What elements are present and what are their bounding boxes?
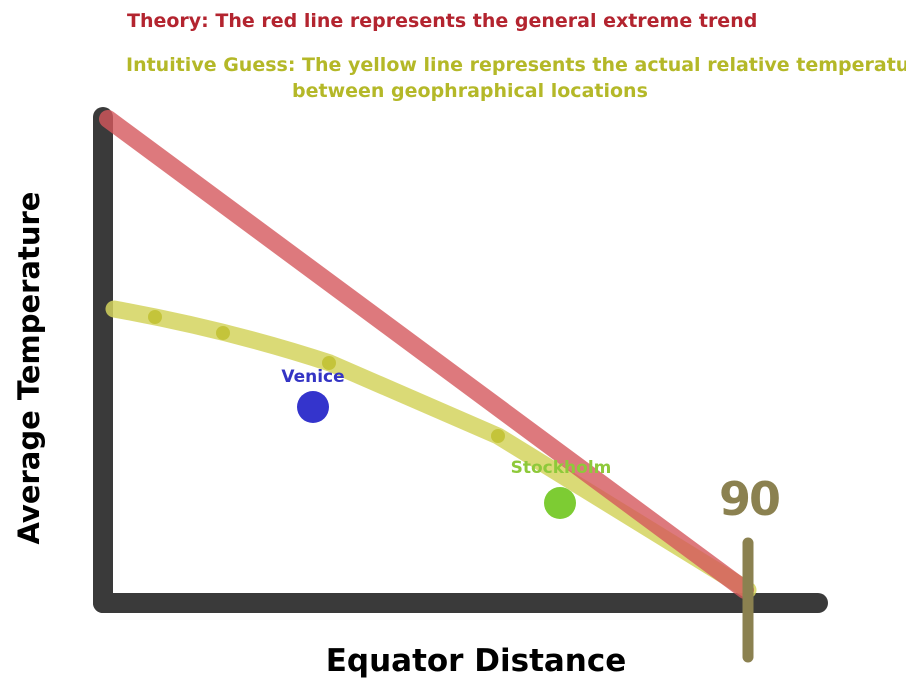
theory-note: Theory: The red line represents the gene… <box>127 10 758 32</box>
ninety-label: 90 <box>718 472 781 526</box>
guess-point <box>148 310 162 324</box>
guess-point <box>491 429 505 443</box>
venice-dot <box>297 391 329 423</box>
guess-note-line2: between geophraphical locations <box>292 80 648 102</box>
venice-label: Venice <box>281 367 345 387</box>
x-axis-label: Equator Distance <box>325 643 627 679</box>
theory-line <box>99 110 754 599</box>
guess-point <box>322 356 336 370</box>
guess-note: Intuitive Guess: The yellow line represe… <box>126 52 906 104</box>
guess-note-line1: Intuitive Guess: The yellow line represe… <box>126 54 906 76</box>
stockholm-dot <box>544 487 576 519</box>
guess-point <box>216 326 230 340</box>
stockholm-label: Stockholm <box>510 458 612 478</box>
y-axis-label: Average Temperature <box>12 191 46 545</box>
